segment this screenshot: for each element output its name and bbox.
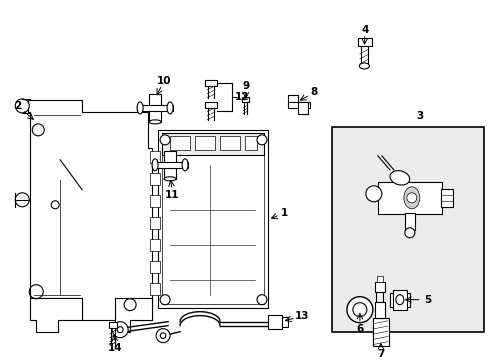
Ellipse shape xyxy=(403,187,419,209)
Text: 8: 8 xyxy=(310,87,317,97)
Bar xyxy=(150,261,160,273)
Bar xyxy=(150,239,160,251)
Circle shape xyxy=(406,193,416,203)
Bar xyxy=(204,80,217,86)
Bar xyxy=(150,173,160,185)
Circle shape xyxy=(352,303,366,317)
Bar xyxy=(109,322,117,328)
Ellipse shape xyxy=(359,63,368,69)
Bar xyxy=(357,38,371,46)
Circle shape xyxy=(160,295,170,305)
Bar xyxy=(149,94,161,122)
Bar xyxy=(204,102,217,108)
Text: 9: 9 xyxy=(242,81,249,91)
Text: 10: 10 xyxy=(157,76,171,86)
Bar xyxy=(297,102,307,114)
Ellipse shape xyxy=(167,102,173,114)
Bar xyxy=(267,315,282,329)
Circle shape xyxy=(257,135,266,145)
Text: 14: 14 xyxy=(107,343,122,353)
Bar xyxy=(150,195,160,207)
Text: 3: 3 xyxy=(415,111,423,121)
Text: 7: 7 xyxy=(376,348,384,359)
Ellipse shape xyxy=(395,295,403,305)
Text: 5: 5 xyxy=(423,295,430,305)
Circle shape xyxy=(15,193,29,207)
Bar xyxy=(242,97,248,102)
Ellipse shape xyxy=(149,120,161,124)
Bar xyxy=(162,134,264,304)
Bar xyxy=(440,189,452,207)
Bar xyxy=(137,105,173,111)
Bar xyxy=(392,290,406,310)
Ellipse shape xyxy=(164,177,176,181)
Bar xyxy=(195,136,215,150)
Text: 12: 12 xyxy=(234,92,249,102)
Bar xyxy=(374,282,384,292)
Polygon shape xyxy=(28,100,152,320)
Bar xyxy=(170,136,190,150)
Text: 2: 2 xyxy=(15,101,22,111)
Bar xyxy=(374,302,384,318)
Ellipse shape xyxy=(389,171,409,185)
Bar xyxy=(404,213,414,230)
Bar xyxy=(389,293,409,307)
Text: 1: 1 xyxy=(280,208,287,218)
Bar xyxy=(150,151,160,163)
Bar xyxy=(376,276,382,282)
Bar xyxy=(152,162,188,168)
Circle shape xyxy=(112,322,128,338)
Bar xyxy=(372,318,388,346)
Bar xyxy=(158,130,267,308)
Polygon shape xyxy=(115,298,152,332)
Bar xyxy=(331,127,483,332)
Circle shape xyxy=(156,329,170,343)
Ellipse shape xyxy=(182,159,188,171)
Bar xyxy=(282,317,287,327)
Text: 13: 13 xyxy=(294,311,308,321)
Bar xyxy=(287,95,297,103)
Ellipse shape xyxy=(137,102,143,114)
Bar xyxy=(164,151,176,179)
Text: 4: 4 xyxy=(361,25,368,35)
Bar xyxy=(287,102,309,108)
Ellipse shape xyxy=(365,186,381,202)
Bar xyxy=(220,136,240,150)
Circle shape xyxy=(160,135,170,145)
Circle shape xyxy=(117,327,123,333)
Circle shape xyxy=(404,228,414,238)
Circle shape xyxy=(257,295,266,305)
Bar xyxy=(377,182,441,214)
Circle shape xyxy=(346,297,372,323)
Bar xyxy=(244,136,257,150)
Polygon shape xyxy=(30,298,82,332)
Circle shape xyxy=(15,99,29,113)
Text: 11: 11 xyxy=(164,190,179,200)
Circle shape xyxy=(160,333,165,338)
Text: 6: 6 xyxy=(356,324,363,334)
Bar xyxy=(150,283,160,295)
Bar xyxy=(162,133,264,155)
Ellipse shape xyxy=(152,159,158,171)
Bar xyxy=(150,217,160,229)
